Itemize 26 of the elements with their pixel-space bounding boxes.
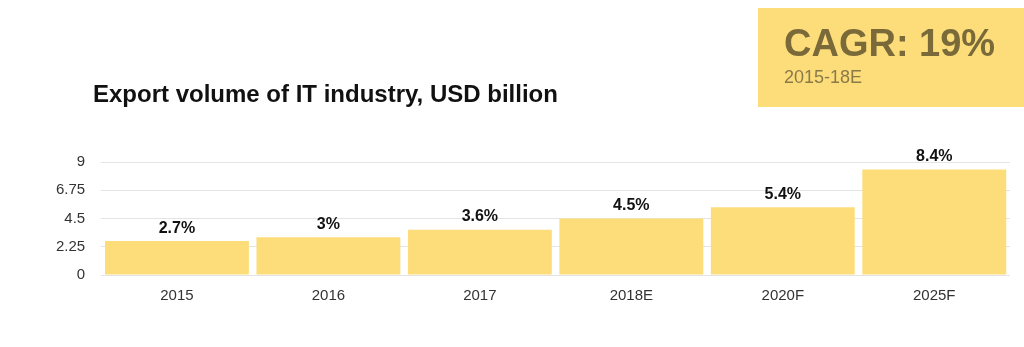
data-label: 2.7% — [158, 218, 196, 236]
x-tick-label: 2018E — [609, 286, 654, 304]
y-tick-label: 6.75 — [55, 180, 86, 198]
x-tick-label: 2017 — [463, 286, 497, 304]
y-tick-label: 0 — [76, 265, 86, 283]
bar — [256, 237, 401, 275]
x-tick-label: 2016 — [311, 286, 346, 304]
text: 2015-18E — [784, 67, 864, 88]
y-tick-label: 9 — [76, 152, 86, 170]
x-tick-label: 2020F — [761, 286, 805, 304]
bar — [559, 218, 704, 275]
bar — [862, 169, 1007, 275]
data-label: 4.5% — [613, 195, 650, 213]
data-label: 3% — [316, 214, 340, 232]
data-label: 5.4% — [764, 184, 802, 202]
bar — [407, 229, 552, 275]
x-tick-label: 2015 — [160, 286, 194, 304]
text: CAGR: 19% — [784, 22, 997, 65]
y-tick-label: 4.5 — [64, 208, 86, 226]
x-tick-label: 2025F — [912, 286, 956, 304]
chart-title: Export volume of IT industry, USD billion — [93, 80, 558, 108]
bar — [104, 241, 249, 275]
bar — [710, 207, 855, 275]
data-label: 8.4% — [916, 146, 953, 164]
data-label: 3.6% — [461, 207, 499, 225]
y-tick-label: 2.25 — [55, 236, 86, 254]
